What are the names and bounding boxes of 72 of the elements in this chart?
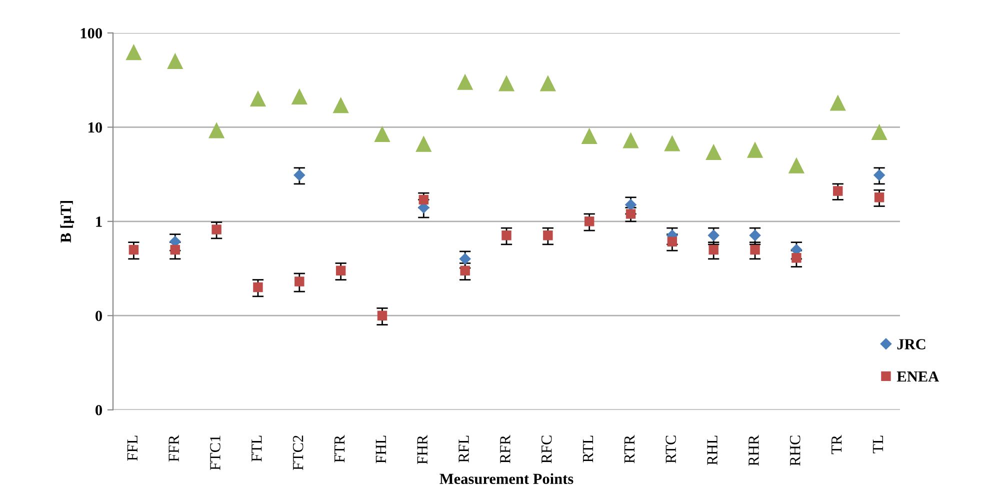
point [336, 266, 346, 276]
point [623, 132, 638, 148]
x-tick-label: RHR [748, 434, 759, 466]
point [126, 44, 142, 60]
x-axis-title: Measurement Points [440, 473, 574, 484]
x-tick-label: FFR [168, 434, 179, 462]
point [833, 186, 843, 196]
point [253, 282, 263, 292]
y-tick-label: 10 [88, 122, 102, 133]
point [874, 192, 884, 202]
point [874, 170, 885, 181]
point [747, 142, 763, 158]
point [706, 144, 722, 160]
point [212, 224, 222, 234]
x-tick-label: FTR [334, 434, 344, 462]
point [498, 76, 514, 92]
point [872, 124, 887, 140]
point [128, 244, 139, 255]
point [416, 136, 432, 152]
point [208, 122, 224, 138]
y-tick-label: 1 [96, 216, 102, 227]
point [457, 74, 473, 90]
x-tick-label: FTC1 [210, 436, 220, 470]
y-tick-label: 100 [80, 28, 102, 38]
point [708, 230, 720, 242]
x-tick-label: RTR [624, 434, 634, 464]
y-tick-label: 0 [96, 404, 102, 416]
point [292, 89, 308, 104]
x-tick-label: RFL [458, 436, 469, 462]
point [167, 54, 183, 69]
x-tick-label: TL [872, 436, 883, 454]
point [667, 236, 678, 246]
point [460, 266, 470, 276]
point [626, 209, 636, 219]
point [749, 230, 761, 242]
point [377, 310, 388, 320]
x-tick-label: TR [832, 434, 842, 454]
x-tick-label: RTL [583, 436, 594, 462]
point [250, 91, 266, 106]
point [664, 136, 680, 152]
point [788, 158, 804, 174]
point [294, 276, 304, 286]
x-tick-label: RFC [541, 436, 552, 464]
point [374, 126, 390, 142]
point [830, 95, 846, 111]
x-tick-label: FTL [252, 436, 262, 462]
point [418, 194, 429, 205]
point [459, 253, 471, 264]
x-tick-label: RHC [790, 436, 800, 466]
x-tick-label: RFR [500, 434, 510, 464]
point [708, 244, 718, 255]
point [333, 98, 348, 114]
legend-label: ENEA [896, 371, 940, 382]
x-tick-label: FHR [417, 434, 428, 464]
point [543, 230, 553, 240]
point [170, 244, 180, 255]
point [584, 216, 594, 226]
point [792, 253, 802, 263]
point [582, 128, 597, 144]
x-tick-label: FTC2 [292, 436, 304, 470]
point [502, 230, 512, 240]
y-tick-label: 0 [96, 310, 102, 322]
point [625, 199, 636, 210]
point [540, 76, 556, 92]
x-tick-label: RHL [707, 436, 718, 465]
point [294, 170, 305, 181]
y-axis-title: B [μT] [60, 201, 74, 243]
legend-label: JRC [897, 339, 926, 350]
x-tick-label: FFL [127, 436, 138, 461]
point [750, 244, 760, 255]
x-tick-label: RTC [666, 436, 676, 464]
x-tick-label: FHL [376, 436, 386, 464]
